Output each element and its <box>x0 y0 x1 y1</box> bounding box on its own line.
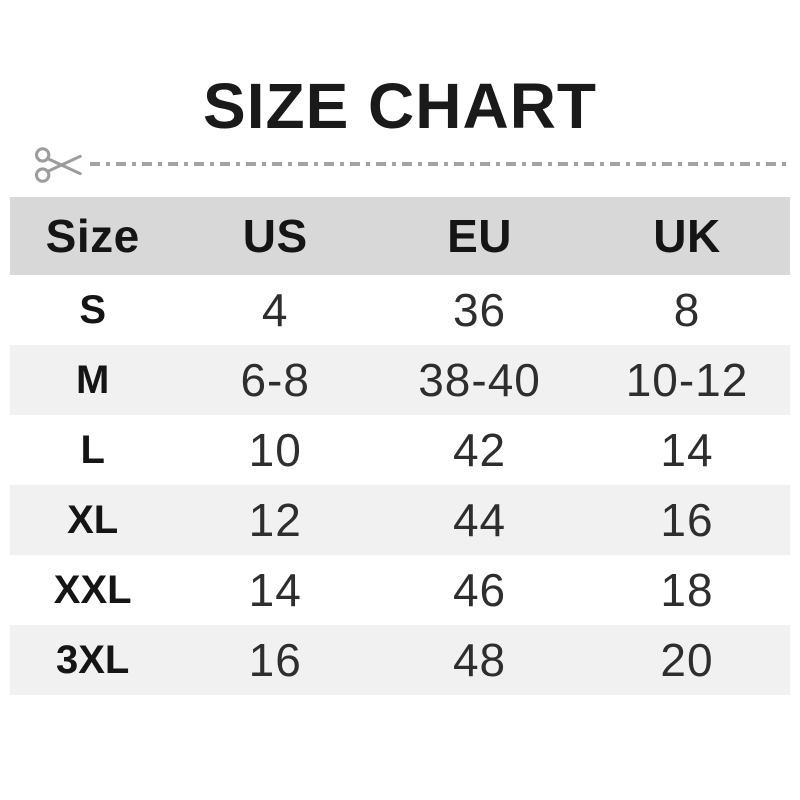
size-value: 14 <box>660 424 714 476</box>
table-row: S 4 36 8 <box>10 275 790 345</box>
size-label: 3XL <box>56 637 130 682</box>
size-table: Size US EU UK S 4 36 8 M 6-8 38-40 10-12 L 10 42 14 XL 1… <box>10 197 790 695</box>
size-label: S <box>79 287 107 332</box>
size-value: 12 <box>248 494 302 546</box>
size-value: 14 <box>248 564 302 616</box>
page-title: SIZE CHART <box>203 70 597 142</box>
column-header-eu: EU <box>447 210 512 262</box>
size-label: L <box>80 427 105 472</box>
size-value: 16 <box>248 634 302 686</box>
size-value: 16 <box>660 494 714 546</box>
column-header-size: Size <box>45 210 140 262</box>
size-label: XL <box>67 497 119 542</box>
size-value: 38-40 <box>418 354 541 406</box>
size-value: 20 <box>660 634 714 686</box>
table-row: L 10 42 14 <box>10 415 790 485</box>
column-header-uk: UK <box>653 210 721 262</box>
table-row: 3XL 16 48 20 <box>10 625 790 695</box>
size-value: 48 <box>452 634 507 686</box>
size-value: 10-12 <box>625 354 749 406</box>
dashed-cut-line <box>90 162 788 166</box>
size-label: XXL <box>53 567 132 612</box>
size-value: 36 <box>452 284 507 336</box>
size-value: 6-8 <box>240 354 310 406</box>
size-value: 46 <box>452 564 507 616</box>
size-value: 10 <box>248 424 302 476</box>
size-value: 18 <box>660 564 714 616</box>
scissors-icon <box>34 147 82 183</box>
table-row: XXL 14 46 18 <box>10 555 790 625</box>
table-header-row: Size US EU UK <box>10 197 790 275</box>
size-label: M <box>76 357 110 402</box>
size-value: 8 <box>673 284 701 336</box>
table-row: XL 12 44 16 <box>10 485 790 555</box>
size-value: 44 <box>452 494 507 546</box>
size-value: 42 <box>452 424 507 476</box>
column-header-us: US <box>242 210 308 262</box>
table-row: M 6-8 38-40 10-12 <box>10 345 790 415</box>
size-value: 4 <box>261 284 289 336</box>
